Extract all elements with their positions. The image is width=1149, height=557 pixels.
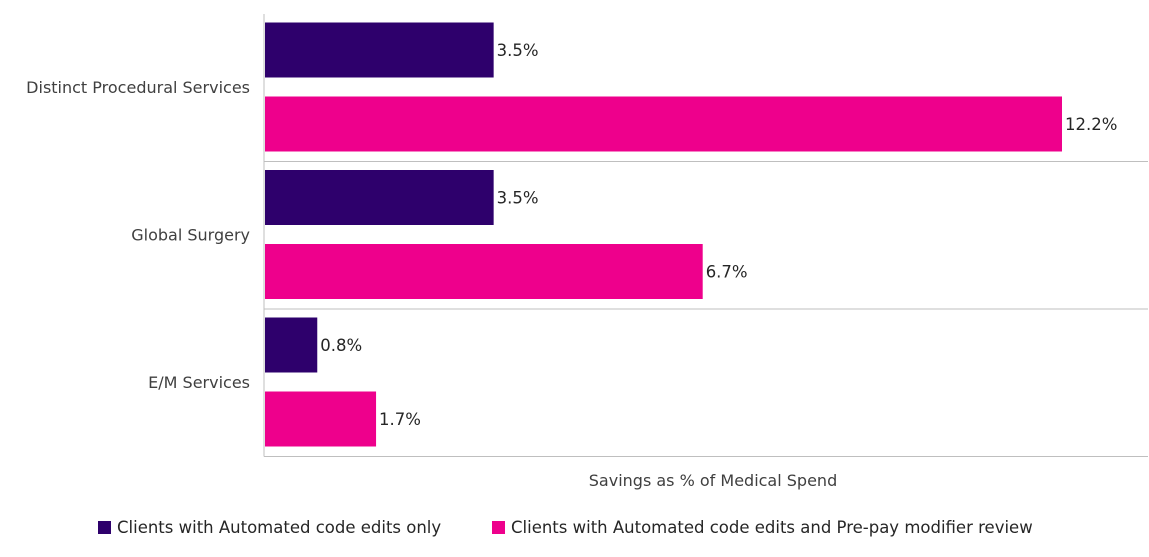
- bar-automated-plus-review: [265, 244, 703, 299]
- bar-automated-plus-review: [265, 96, 1062, 152]
- bar-automated-only: [265, 170, 494, 225]
- bar-automated-plus-review: [265, 391, 377, 447]
- legend: Clients with Automated code edits only Cl…: [98, 518, 1033, 537]
- bar-data-label: 12.2%: [1065, 115, 1117, 134]
- grid-lines: [264, 161, 1148, 457]
- category-labels: Distinct Procedural Services Global Surge…: [26, 78, 250, 392]
- legend-label: Clients with Automated code edits and Pr…: [511, 518, 1033, 537]
- legend-swatch: [98, 521, 111, 534]
- bar-automated-only: [265, 22, 494, 78]
- bars: [265, 22, 1062, 447]
- bar-data-label: 0.8%: [320, 336, 362, 355]
- category-label: Global Surgery: [131, 225, 250, 244]
- legend-swatch: [492, 521, 505, 534]
- x-axis-title: Savings as % of Medical Spend: [589, 471, 837, 490]
- category-label: Distinct Procedural Services: [26, 78, 250, 97]
- category-label: E/M Services: [148, 373, 250, 392]
- bar-data-label: 6.7%: [706, 263, 748, 282]
- bar-data-label: 3.5%: [497, 189, 539, 208]
- bar-data-label: 1.7%: [379, 410, 421, 429]
- data-labels: 3.5% 12.2% 3.5% 6.7% 0.8% 1.7%: [320, 41, 1117, 429]
- legend-label: Clients with Automated code edits only: [117, 518, 441, 537]
- bar-data-label: 3.5%: [497, 41, 539, 60]
- bar-automated-only: [265, 317, 318, 373]
